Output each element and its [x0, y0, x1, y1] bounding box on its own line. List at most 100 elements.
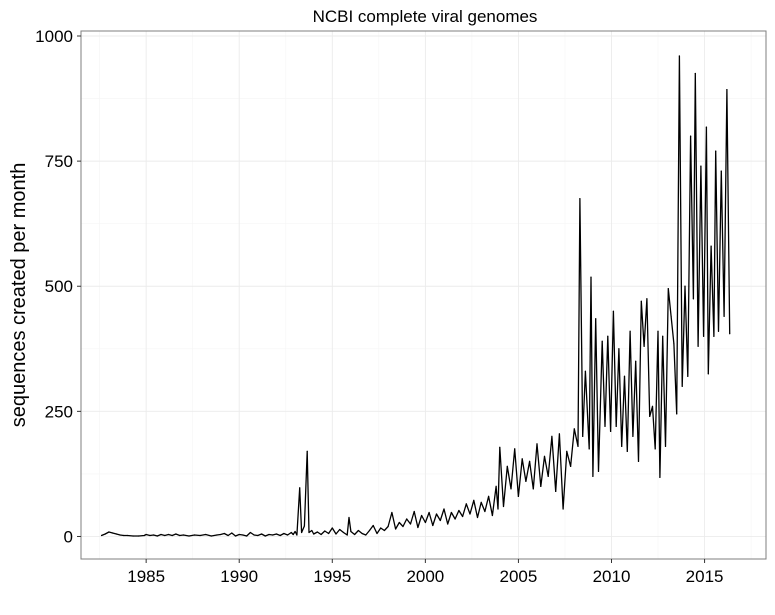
data-point	[406, 518, 408, 520]
data-point	[499, 446, 501, 448]
data-point	[249, 531, 251, 534]
data-point	[104, 533, 106, 535]
data-point	[328, 532, 330, 535]
data-point	[354, 533, 356, 536]
data-point	[303, 525, 305, 527]
data-point	[635, 360, 637, 362]
y-tick-label: 750	[45, 152, 73, 171]
data-point	[387, 525, 389, 528]
data-point	[126, 534, 129, 537]
data-point	[306, 450, 308, 452]
data-point	[651, 405, 654, 407]
data-point	[654, 448, 656, 450]
data-point	[703, 335, 705, 337]
data-point	[287, 534, 289, 536]
y-tick-label: 250	[45, 402, 73, 421]
data-point	[659, 476, 661, 478]
data-point	[488, 495, 490, 497]
data-point	[193, 534, 196, 536]
data-point	[692, 298, 695, 300]
data-point	[604, 425, 606, 427]
x-tick-label: 1995	[313, 567, 351, 586]
data-point	[275, 533, 277, 535]
data-point	[621, 445, 623, 447]
data-point	[502, 505, 505, 508]
data-point	[697, 345, 699, 347]
data-point	[579, 198, 581, 200]
data-point	[395, 528, 397, 530]
x-tick-label: 1990	[220, 567, 258, 586]
data-point	[612, 310, 615, 312]
data-point	[607, 335, 609, 337]
data-point	[301, 531, 303, 534]
data-point	[521, 458, 523, 460]
data-point	[175, 533, 177, 535]
data-point	[138, 535, 140, 537]
data-point	[331, 527, 333, 529]
data-point	[713, 335, 715, 337]
data-point	[339, 528, 341, 531]
data-point	[205, 533, 207, 536]
data-point	[421, 514, 423, 517]
data-point	[547, 475, 549, 477]
data-point	[398, 521, 400, 524]
series-layer	[100, 55, 731, 537]
data-point	[257, 534, 259, 537]
data-point	[643, 345, 645, 347]
data-point	[657, 330, 659, 332]
data-point	[577, 445, 579, 447]
data-point	[726, 89, 728, 91]
data-point	[566, 450, 568, 452]
data-point	[296, 534, 298, 536]
data-point	[372, 524, 374, 527]
data-point	[234, 535, 237, 537]
data-point	[264, 535, 266, 537]
data-point	[368, 529, 371, 532]
data-point	[707, 373, 709, 375]
data-point	[729, 333, 731, 335]
data-point	[261, 533, 263, 535]
data-point	[402, 525, 404, 528]
data-point	[435, 513, 438, 515]
data-point	[710, 245, 712, 247]
x-tick-label: 1985	[127, 567, 165, 586]
data-point	[164, 534, 166, 537]
axis-ticks: 1985 1990 1995 2000 2005 2010 2015 0 250 500 750 10…	[35, 27, 723, 586]
data-point	[646, 298, 648, 300]
data-point	[469, 513, 471, 515]
data-point	[536, 443, 538, 445]
data-point	[417, 526, 419, 529]
data-point	[595, 318, 597, 320]
data-point	[253, 534, 255, 536]
data-point	[279, 534, 281, 537]
data-point	[450, 511, 452, 514]
data-point	[623, 375, 626, 377]
data-point	[640, 300, 642, 302]
data-point	[160, 533, 162, 536]
data-point	[115, 533, 117, 535]
data-point	[391, 511, 393, 514]
data-point	[610, 430, 612, 432]
y-tick-label: 1000	[35, 27, 73, 46]
data-point	[662, 335, 664, 337]
data-point	[570, 465, 572, 467]
data-point	[324, 530, 326, 532]
data-point	[592, 475, 594, 477]
data-point	[543, 455, 546, 457]
data-point	[299, 487, 301, 489]
data-point	[409, 523, 412, 525]
data-point	[632, 435, 634, 437]
chart-title: NCBI complete viral genomes	[313, 7, 538, 26]
data-point	[667, 288, 669, 290]
data-point	[720, 170, 722, 172]
data-point	[112, 532, 114, 534]
data-point	[119, 534, 121, 536]
data-point	[681, 385, 683, 387]
data-point	[227, 534, 229, 537]
data-point	[664, 445, 667, 447]
data-point	[376, 532, 378, 535]
data-point	[342, 531, 345, 534]
data-point	[348, 516, 350, 519]
